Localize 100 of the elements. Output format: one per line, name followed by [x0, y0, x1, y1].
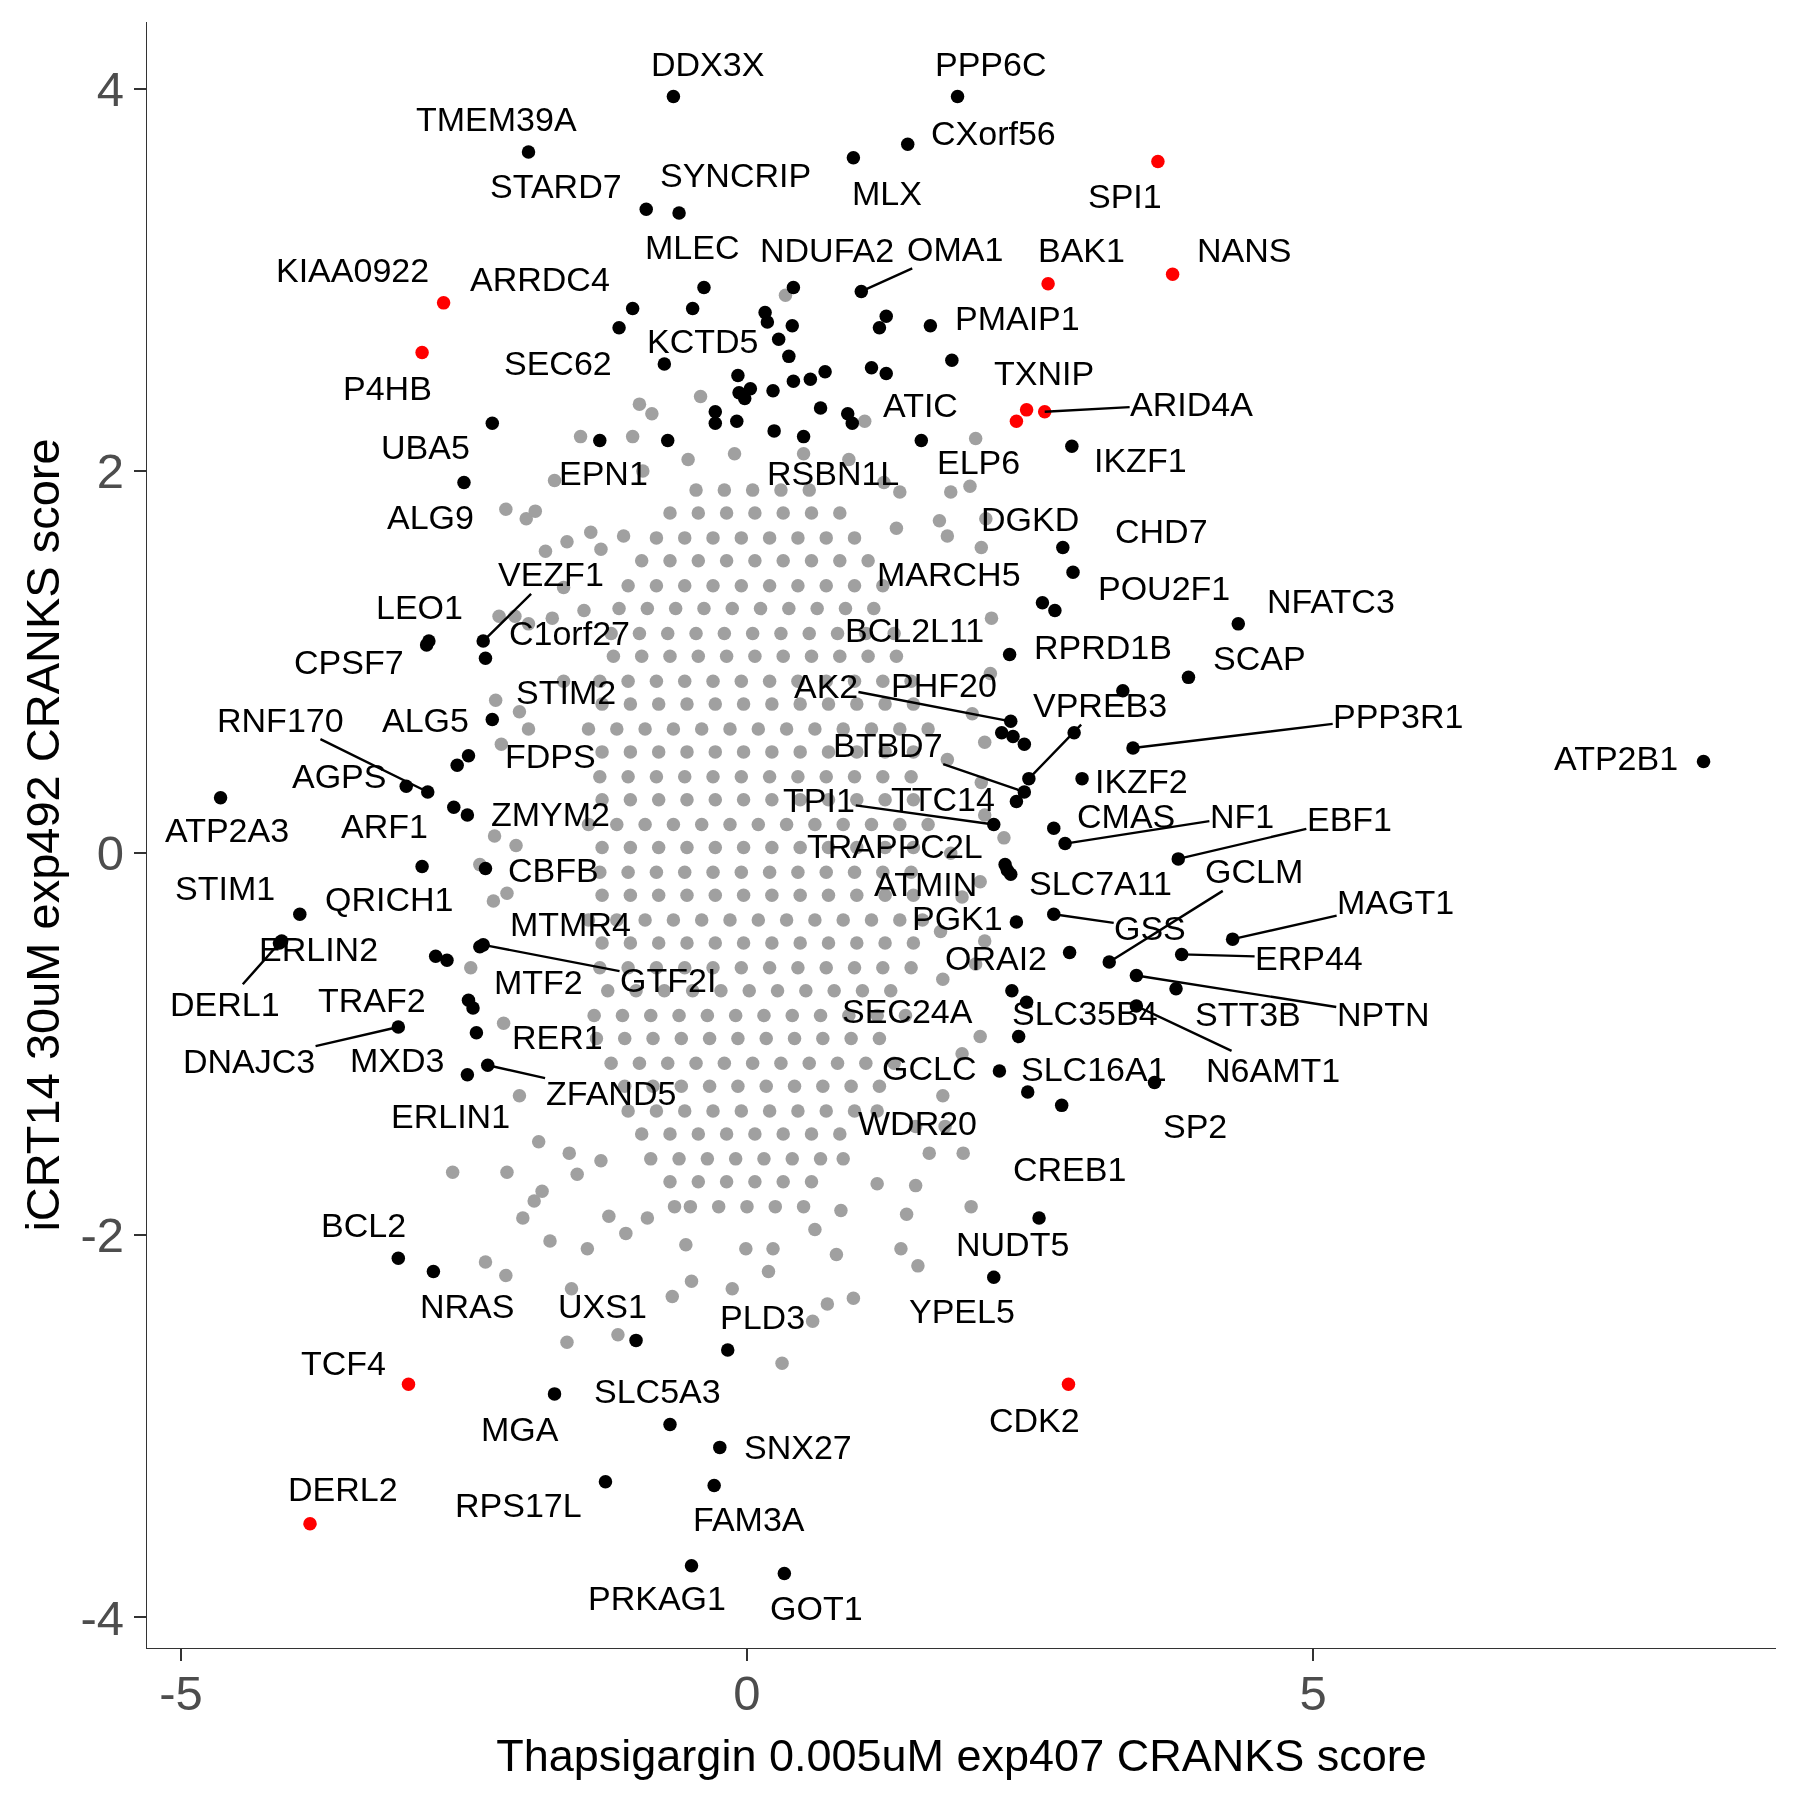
- annotation: ZFAND5: [546, 1074, 677, 1112]
- annotation: MTF2: [494, 963, 583, 1001]
- annotation: SPI1: [1088, 177, 1162, 215]
- annotation: STT3B: [1195, 995, 1301, 1033]
- annotation: ALG9: [387, 498, 474, 536]
- annotation: SNX27: [744, 1428, 852, 1466]
- annotation: RER1: [512, 1018, 603, 1056]
- annotation: TXNIP: [994, 354, 1095, 392]
- annotation: P4HB: [343, 369, 432, 407]
- point: [1165, 267, 1180, 281]
- point: [303, 1517, 317, 1531]
- annotation: PMAIP1: [955, 299, 1080, 337]
- annotation: ATP2B1: [1554, 739, 1679, 777]
- annotation: ALG5: [382, 701, 469, 739]
- annotation: STARD7: [490, 167, 622, 205]
- annotation: RPRD1B: [1034, 628, 1172, 666]
- annotation: ARF1: [341, 807, 428, 845]
- annotation: PRKAG1: [588, 1579, 726, 1617]
- annotation: NUDT5: [956, 1225, 1070, 1263]
- annotation: GCLM: [1205, 852, 1304, 890]
- point: [1041, 277, 1055, 291]
- annotation: VPREB3: [1033, 686, 1168, 724]
- point: [436, 296, 451, 310]
- annotation: GOT1: [770, 1589, 863, 1627]
- annotation: FAM3A: [693, 1500, 805, 1538]
- annotation: GCLC: [882, 1049, 977, 1087]
- annotation: MGA: [481, 1410, 559, 1448]
- annotation: SLC5A3: [594, 1372, 721, 1410]
- x-tick-label: 0: [733, 1665, 761, 1720]
- y-tick-label: 2: [96, 444, 125, 499]
- x-tick-label: -5: [159, 1665, 203, 1720]
- annotation: TMEM39A: [416, 100, 577, 138]
- annotation: LEO1: [376, 588, 463, 626]
- annotation: ATP2A3: [165, 811, 290, 849]
- annotation: YPEL5: [909, 1292, 1015, 1330]
- annotation: ATIC: [883, 386, 958, 424]
- annotation: CBFB: [508, 851, 599, 889]
- point: [401, 1377, 416, 1392]
- annotation: MTMR4: [510, 905, 631, 943]
- annotation: TRAPPC2L: [807, 827, 983, 865]
- annotation: C1orf27: [509, 614, 630, 652]
- annotation: NPTN: [1337, 995, 1430, 1033]
- annotation: CREB1: [1013, 1150, 1127, 1188]
- annotation: MXD3: [350, 1041, 445, 1079]
- annotation: KIAA0922: [276, 251, 430, 289]
- annotation: NRAS: [420, 1287, 515, 1325]
- annotation: DNAJC3: [183, 1042, 316, 1080]
- annotation: IKZF2: [1095, 762, 1188, 800]
- annotation: AK2: [794, 667, 859, 705]
- point: [1061, 1377, 1076, 1392]
- annotation: SLC16A1: [1021, 1050, 1167, 1088]
- annotation: BTBD7: [833, 726, 943, 764]
- annotation: TCF4: [301, 1344, 386, 1382]
- annotation: TPI1: [783, 781, 855, 819]
- annotation: VEZF1: [498, 555, 604, 593]
- x-tick-label: 5: [1299, 1665, 1327, 1720]
- annotation: QRICH1: [325, 880, 454, 918]
- annotation: ERLIN1: [391, 1097, 511, 1135]
- annotation: IKZF1: [1094, 441, 1187, 479]
- annotation: STIM1: [175, 869, 276, 907]
- annotation: SEC62: [504, 344, 612, 382]
- annotation: POU2F1: [1098, 569, 1231, 607]
- annotation: PPP3R1: [1333, 697, 1464, 735]
- annotation: SCAP: [1213, 639, 1306, 677]
- annotation: MLEC: [645, 228, 740, 266]
- y-tick-label: 4: [96, 62, 125, 117]
- annotation: SP2: [1163, 1107, 1228, 1145]
- annotation: CHD7: [1115, 512, 1208, 550]
- y-tick-label: -4: [80, 1590, 125, 1645]
- annotation: SEC24A: [842, 992, 973, 1030]
- annotation: N6AMT1: [1206, 1051, 1341, 1089]
- annotation: ORAI2: [945, 939, 1048, 977]
- annotation: BAK1: [1038, 231, 1125, 269]
- y-axis-title: iCRT14 30uM exp492 CRANKS score: [15, 438, 69, 1232]
- annotation: NF1: [1210, 797, 1275, 835]
- annotation: DERL2: [288, 1470, 398, 1508]
- y-tick-label: 0: [96, 826, 125, 881]
- annotation: DDX3X: [651, 45, 765, 83]
- annotation: RSBN1L: [767, 454, 900, 492]
- annotation: ELP6: [937, 443, 1021, 481]
- annotation: WDR20: [858, 1104, 978, 1142]
- annotation: RPS17L: [455, 1486, 582, 1524]
- annotation: RNF170: [217, 701, 344, 739]
- annotation: NFATC3: [1267, 582, 1395, 620]
- annotation: MLX: [852, 174, 922, 212]
- point: [415, 345, 429, 360]
- annotation: SLC7A11: [1029, 864, 1173, 902]
- y-tick-label: -2: [80, 1208, 125, 1263]
- annotation: NANS: [1197, 231, 1292, 269]
- annotation: UBA5: [381, 428, 470, 466]
- annotation: SYNCRIP: [660, 156, 812, 194]
- annotation: ARID4A: [1130, 385, 1254, 423]
- annotation: GTF2I: [620, 961, 717, 999]
- annotation: BCL2: [321, 1206, 407, 1244]
- annotation: FDPS: [505, 737, 596, 775]
- point: [1019, 403, 1034, 417]
- annotation: STIM2: [516, 673, 617, 711]
- annotation: CDK2: [989, 1401, 1080, 1439]
- x-axis-title: Thapsigargin 0.005uM exp407 CRANKS score: [496, 1729, 1427, 1781]
- annotation: TTC14: [891, 780, 995, 818]
